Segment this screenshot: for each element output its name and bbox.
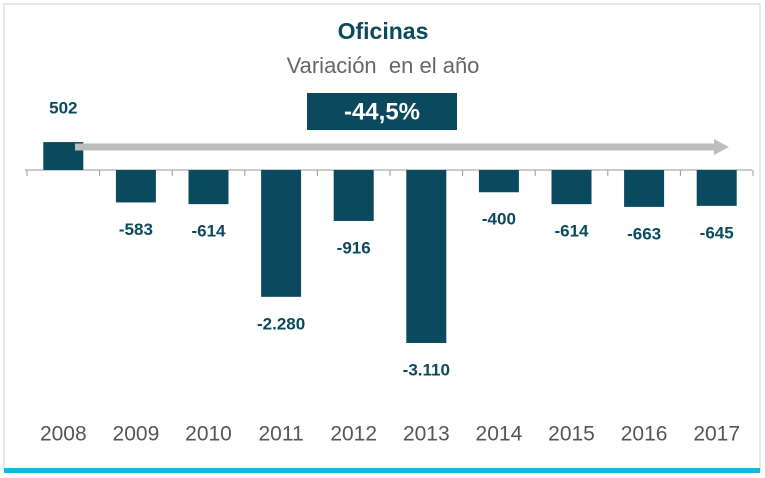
bar (478, 170, 519, 193)
annotation: -44,5% (344, 98, 420, 125)
annotation-box (307, 93, 457, 130)
x-tick-label: 2012 (330, 423, 377, 446)
bar (115, 170, 156, 203)
data-label: -614 (191, 222, 226, 241)
bottom-rule (4, 468, 760, 473)
x-tick-label: 2015 (548, 423, 595, 446)
frame (3, 3, 761, 471)
data-label: 502 (49, 99, 77, 118)
bar (333, 170, 374, 221)
bar (406, 170, 447, 343)
x-tick-label: 2016 (621, 423, 668, 446)
x-tick-label: 2009 (113, 423, 160, 446)
data-label: -614 (554, 222, 589, 241)
bar (551, 170, 592, 205)
data-label: -645 (700, 223, 734, 242)
x-tick-label: 2010 (185, 423, 232, 446)
x-tick-label: 2013 (403, 423, 450, 446)
x-tick-label: 2017 (693, 423, 740, 446)
bar (696, 170, 737, 206)
chart-subtitle: Variación en el año (287, 53, 480, 78)
data-label: -663 (627, 224, 661, 243)
bar (624, 170, 665, 207)
x-tick-label: 2008 (40, 423, 87, 446)
x-tick-label: 2011 (259, 423, 304, 446)
bar (188, 170, 229, 205)
trend-arrowhead (714, 139, 729, 155)
bar (261, 170, 302, 297)
data-label: -583 (119, 220, 153, 239)
data-label: -3.110 (403, 360, 450, 379)
chart-title: Oficinas (338, 18, 429, 44)
data-label: -916 (337, 238, 371, 257)
data-label: -2.280 (257, 314, 305, 333)
x-tick-label: 2014 (476, 423, 523, 446)
data-label: -400 (482, 210, 516, 229)
